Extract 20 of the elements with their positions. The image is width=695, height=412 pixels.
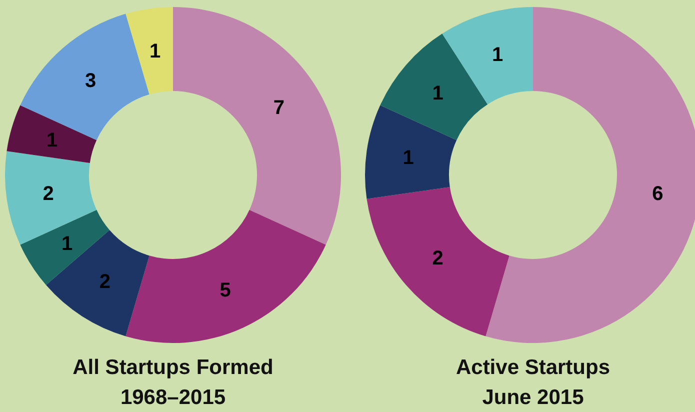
data-label: 3 (84, 70, 96, 92)
data-label: 7 (273, 96, 285, 119)
data-label: 1 (402, 147, 414, 170)
data-label: 2 (432, 248, 444, 270)
donut-slice (126, 7, 173, 94)
donut-slice (173, 7, 341, 245)
data-label: 6 (652, 182, 664, 205)
donut-slice (46, 230, 150, 336)
donut-slice (6, 105, 97, 164)
donut-slice (126, 210, 326, 343)
data-label: 1 (61, 233, 73, 256)
text: Active Startups June 2015 (456, 356, 610, 409)
data-label: 2 (99, 271, 110, 293)
data-label: 1 (432, 82, 444, 104)
data-label: 2 (42, 182, 54, 205)
text: All Startups Formed 1968–2015 (72, 356, 274, 409)
data-label: 1 (150, 40, 161, 62)
data-label: 1 (492, 44, 504, 66)
data-label: 5 (220, 280, 231, 302)
data-label: 1 (46, 130, 58, 152)
